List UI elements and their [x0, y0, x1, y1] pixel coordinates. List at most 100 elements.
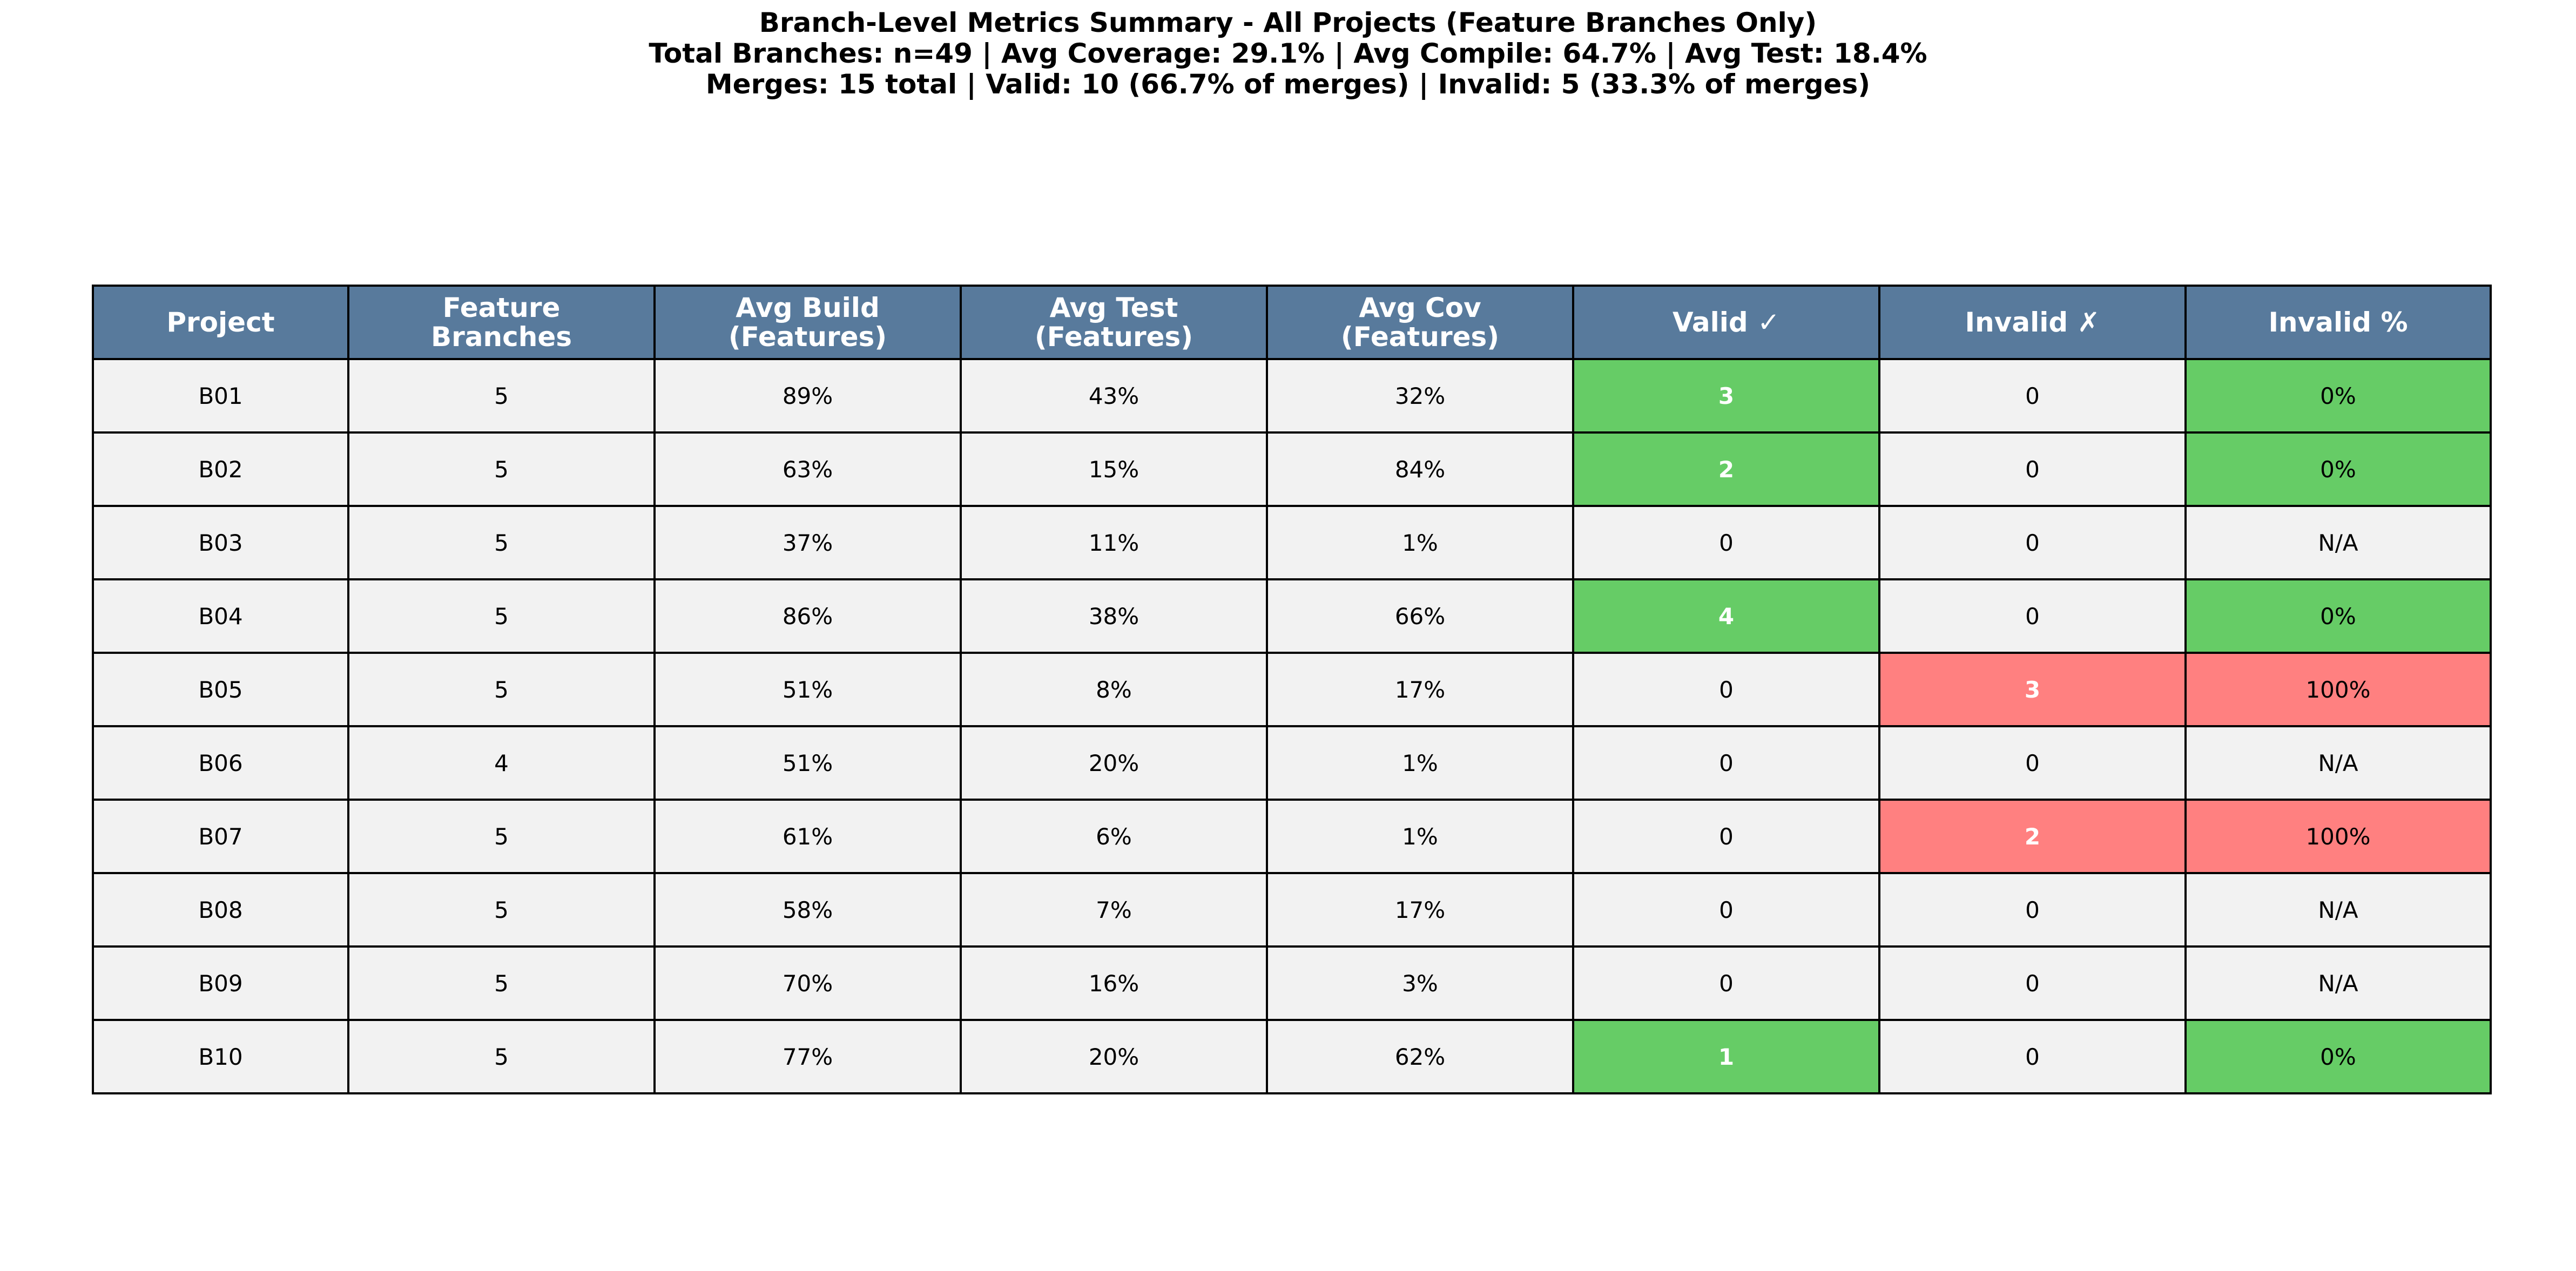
column-header-text: Feature: [442, 292, 561, 323]
column-header-invalid-pct: Invalid %: [2184, 285, 2492, 360]
cell-feature-branches: 5: [347, 358, 656, 434]
cell-invalid: 0: [1878, 505, 2187, 580]
cell-avg-build: 86%: [653, 578, 962, 654]
table-row: B05 5 51% 8% 17% 0 3 100%: [92, 652, 2492, 727]
cell-valid: 4: [1572, 578, 1880, 654]
cell-avg-test: 43%: [960, 358, 1268, 434]
cell-valid: 1: [1572, 1019, 1880, 1094]
column-header-text: Avg Build: [736, 292, 880, 323]
cell-feature-branches: 5: [347, 578, 656, 654]
table-row: B06 4 51% 20% 1% 0 0 N/A: [92, 725, 2492, 801]
cell-invalid-pct: 0%: [2184, 431, 2492, 507]
column-header-avg-build: Avg Build (Features): [653, 285, 962, 360]
cell-valid: 0: [1572, 652, 1880, 727]
cell-avg-build: 70%: [653, 945, 962, 1021]
cell-avg-test: 15%: [960, 431, 1268, 507]
chart-subtitle-totals: Total Branches: n=49 | Avg Coverage: 29.…: [649, 38, 1927, 69]
cell-invalid-pct: 0%: [2184, 578, 2492, 654]
cell-valid: 2: [1572, 431, 1880, 507]
cell-valid: 0: [1572, 799, 1880, 874]
cell-avg-build: 51%: [653, 725, 962, 801]
cell-project: B01: [92, 358, 349, 434]
cell-feature-branches: 5: [347, 431, 656, 507]
column-header-text: Avg Cov: [1359, 292, 1481, 323]
cell-avg-cov: 3%: [1266, 945, 1574, 1021]
table-row: B09 5 70% 16% 3% 0 0 N/A: [92, 945, 2492, 1021]
column-header-text: Avg Test: [1049, 292, 1178, 323]
cell-avg-build: 77%: [653, 1019, 962, 1094]
column-header-text: (Features): [1340, 321, 1500, 353]
cell-avg-cov: 1%: [1266, 505, 1574, 580]
cell-avg-build: 51%: [653, 652, 962, 727]
cell-invalid: 0: [1878, 358, 2187, 434]
cell-avg-test: 38%: [960, 578, 1268, 654]
column-header-text: (Features): [728, 321, 887, 353]
column-header-text: Invalid ✗: [1965, 307, 2100, 338]
cell-project: B06: [92, 725, 349, 801]
chart-subtitle-merges: Merges: 15 total | Valid: 10 (66.7% of m…: [705, 69, 1871, 100]
chart-title-block: Branch-Level Metrics Summary - All Proje…: [0, 8, 2576, 100]
column-header-text: Branches: [430, 321, 572, 353]
table-row: B08 5 58% 7% 17% 0 0 N/A: [92, 872, 2492, 948]
cell-project: B05: [92, 652, 349, 727]
cell-feature-branches: 5: [347, 799, 656, 874]
cell-feature-branches: 5: [347, 872, 656, 948]
column-header-avg-cov: Avg Cov (Features): [1266, 285, 1574, 360]
cell-feature-branches: 4: [347, 725, 656, 801]
cell-invalid: 2: [1878, 799, 2187, 874]
cell-invalid-pct: 100%: [2184, 652, 2492, 727]
cell-avg-cov: 84%: [1266, 431, 1574, 507]
cell-valid: 0: [1572, 505, 1880, 580]
cell-project: B04: [92, 578, 349, 654]
table-row: B03 5 37% 11% 1% 0 0 N/A: [92, 505, 2492, 580]
metrics-table: Project Feature Branches Avg Build (Features…: [92, 285, 2492, 1094]
table-body: B01 5 89% 43% 32% 3 0 0% B02 5 63% 15% 84% 2 0 0% B03 5 37…: [92, 358, 2492, 1094]
cell-avg-test: 6%: [960, 799, 1268, 874]
cell-invalid: 3: [1878, 652, 2187, 727]
column-header-project: Project: [92, 285, 349, 360]
cell-project: B02: [92, 431, 349, 507]
cell-avg-cov: 66%: [1266, 578, 1574, 654]
cell-avg-test: 16%: [960, 945, 1268, 1021]
table-header-row: Project Feature Branches Avg Build (Features…: [92, 285, 2492, 360]
cell-avg-cov: 17%: [1266, 872, 1574, 948]
cell-avg-test: 8%: [960, 652, 1268, 727]
cell-avg-build: 37%: [653, 505, 962, 580]
cell-avg-build: 63%: [653, 431, 962, 507]
cell-invalid: 0: [1878, 945, 2187, 1021]
cell-valid: 0: [1572, 725, 1880, 801]
column-header-text: (Features): [1034, 321, 1193, 353]
cell-feature-branches: 5: [347, 652, 656, 727]
column-header-text: Valid ✓: [1672, 307, 1781, 338]
cell-invalid-pct: N/A: [2184, 505, 2492, 580]
column-header-valid: Valid ✓: [1572, 285, 1880, 360]
cell-invalid-pct: N/A: [2184, 725, 2492, 801]
column-header-avg-test: Avg Test (Features): [960, 285, 1268, 360]
cell-invalid: 0: [1878, 1019, 2187, 1094]
table-row: B07 5 61% 6% 1% 0 2 100%: [92, 799, 2492, 874]
cell-invalid: 0: [1878, 578, 2187, 654]
cell-project: B09: [92, 945, 349, 1021]
cell-valid: 0: [1572, 872, 1880, 948]
cell-avg-build: 58%: [653, 872, 962, 948]
cell-feature-branches: 5: [347, 945, 656, 1021]
table-row: B02 5 63% 15% 84% 2 0 0%: [92, 431, 2492, 507]
cell-invalid: 0: [1878, 431, 2187, 507]
cell-project: B07: [92, 799, 349, 874]
cell-valid: 3: [1572, 358, 1880, 434]
cell-avg-cov: 1%: [1266, 725, 1574, 801]
cell-invalid-pct: N/A: [2184, 872, 2492, 948]
cell-avg-cov: 17%: [1266, 652, 1574, 727]
cell-feature-branches: 5: [347, 1019, 656, 1094]
cell-invalid-pct: 0%: [2184, 358, 2492, 434]
cell-avg-test: 20%: [960, 725, 1268, 801]
cell-avg-cov: 32%: [1266, 358, 1574, 434]
cell-avg-build: 89%: [653, 358, 962, 434]
table-row: B01 5 89% 43% 32% 3 0 0%: [92, 358, 2492, 434]
column-header-feature-branches: Feature Branches: [347, 285, 656, 360]
column-header-text: Project: [166, 307, 275, 338]
cell-project: B08: [92, 872, 349, 948]
cell-project: B03: [92, 505, 349, 580]
cell-project: B10: [92, 1019, 349, 1094]
cell-avg-test: 20%: [960, 1019, 1268, 1094]
